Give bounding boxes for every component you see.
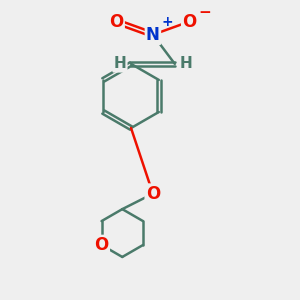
Text: O: O [109,13,124,31]
Text: +: + [161,15,173,29]
Text: O: O [146,185,160,203]
Text: −: − [199,5,212,20]
Text: N: N [146,26,160,44]
Text: O: O [94,236,109,254]
Text: H: H [114,56,126,71]
Text: H: H [179,56,192,71]
Text: O: O [182,13,197,31]
